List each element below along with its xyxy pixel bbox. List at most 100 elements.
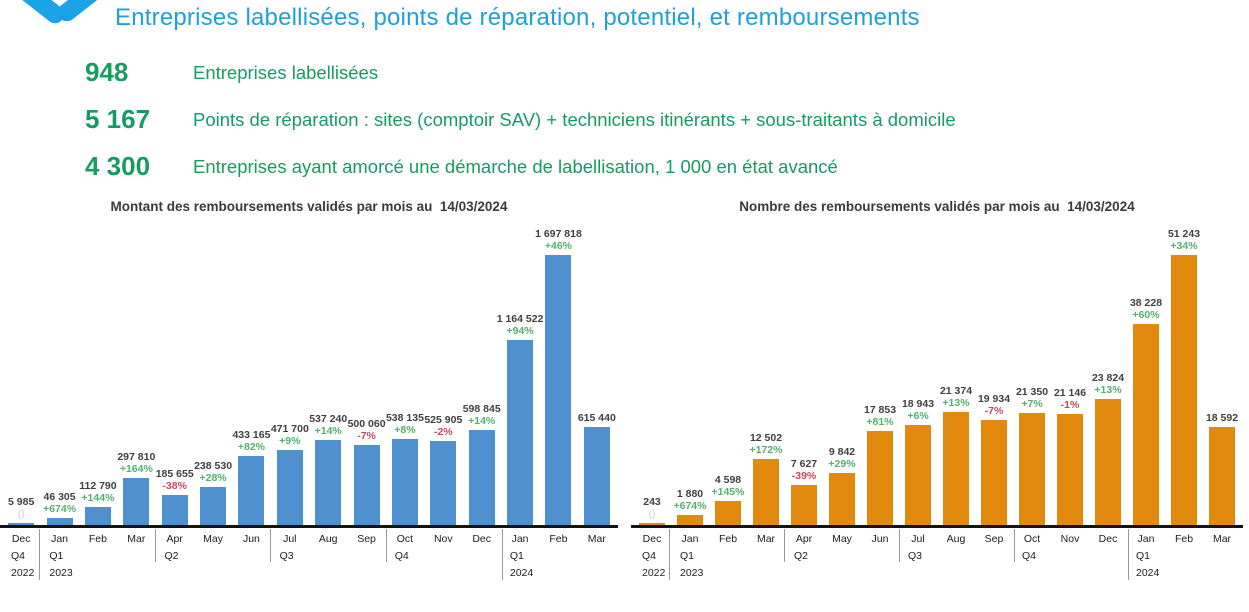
- bar-percent-label: +81%: [866, 416, 894, 428]
- bar-percent-label: -38%: [162, 480, 187, 492]
- month-tick-label: Dec: [11, 533, 31, 545]
- quarter-tick-label: Q4: [642, 550, 657, 562]
- axis-years: 2022 2023 2024: [2, 562, 616, 579]
- chart-amount-reimbursements: Montant des remboursements validés par m…: [0, 199, 618, 584]
- quarter-tick-label: [309, 545, 347, 562]
- bar-labels: 18 592: [1206, 412, 1238, 424]
- year-tick-label: [578, 562, 616, 579]
- year-tick-label: 2023: [49, 567, 73, 579]
- month-tick-label: Nov: [433, 533, 453, 545]
- bar-group: 538 135 +8%: [386, 412, 424, 525]
- axis-years: 2022 2023 2024: [633, 562, 1241, 579]
- bar: [639, 523, 665, 525]
- quarter-tick-label: [861, 545, 899, 562]
- quarter-tick-label: [232, 545, 270, 562]
- bar-group: 1 164 522 +94%: [497, 313, 543, 525]
- bar-value-label: 19 934: [977, 393, 1011, 405]
- bar-percent-label: (): [648, 508, 656, 520]
- year-tick-label: [861, 562, 899, 579]
- month-tick-label: Sep: [357, 533, 376, 545]
- month-tick-label: Feb: [549, 533, 568, 545]
- bar-percent-label: (): [17, 508, 25, 520]
- quarter-tick-label: [424, 545, 462, 562]
- kpi-row-repair-points: 5 167 Points de réparation : sites (comp…: [0, 103, 1249, 134]
- bar-value-label: 23 824: [1091, 372, 1125, 384]
- year-tick-label: 2024: [509, 567, 534, 579]
- quarter-tick-label: Q3: [908, 550, 923, 562]
- bar-labels: 238 530 +28%: [194, 460, 232, 484]
- bar-labels: 538 135 +8%: [386, 412, 424, 436]
- bar-group: 46 305 +674%: [40, 491, 78, 525]
- quarter-tick-label: Q1: [680, 550, 695, 562]
- bar-value-label: 471 700: [270, 423, 309, 435]
- bar-chart-plot: 5 985() 46 305 +674% 112 790 +144% 297 810 +16…: [0, 228, 618, 528]
- bar: [545, 255, 572, 525]
- bar-percent-label: +145%: [711, 486, 745, 498]
- quarter-tick-label: Q1: [509, 550, 524, 562]
- bar-group: 21 350 +7%: [1013, 386, 1051, 525]
- month-tick-label: Jan: [1137, 533, 1155, 545]
- bar-percent-label: +14%: [468, 415, 496, 427]
- year-tick-label: [937, 562, 975, 579]
- bar: [353, 445, 380, 525]
- bar-value-label: 537 240: [309, 413, 348, 425]
- bar: [583, 427, 610, 525]
- axis-months: Dec Jan Feb Mar Apr May Jun Jul Aug Sep Oct Nov Dec J…: [633, 528, 1241, 545]
- chart-title: Montant des remboursements validés par m…: [110, 199, 508, 214]
- quarter-tick-label: [709, 545, 747, 562]
- chart-count-reimbursements: Nombre des remboursements validés par mo…: [631, 199, 1243, 584]
- bar-group: 18 943 +6%: [899, 398, 937, 525]
- bar-group: 12 502 +172%: [747, 432, 785, 525]
- bar-percent-label: +674%: [673, 500, 707, 512]
- axis-quarters: Q4 Q1 Q2 Q3 Q4 Q1: [633, 545, 1241, 562]
- bar-labels: 46 305 +674%: [43, 491, 76, 515]
- quarter-separator: [270, 529, 272, 562]
- bar-labels: 1 697 818 +46%: [535, 228, 582, 252]
- bar-percent-label: -39%: [791, 470, 817, 482]
- kpi-label: Entreprises ayant amorcé une démarche de…: [193, 156, 838, 177]
- bar-value-label: 38 228: [1129, 297, 1163, 309]
- month-tick-label: Jul: [283, 533, 297, 545]
- bar-percent-label: +14%: [314, 425, 342, 437]
- bar-group: 18 592: [1203, 412, 1241, 525]
- bar-group: 17 853 +81%: [861, 404, 899, 525]
- bar-value-label: 1 164 522: [496, 313, 544, 325]
- bar-percent-label: +46%: [544, 240, 573, 252]
- bar-group: 537 240 +14%: [309, 413, 347, 525]
- bar-labels: 9 842 +29%: [828, 446, 855, 470]
- kpi-row-labelled-companies: 948 Entreprises labellisées: [0, 57, 1249, 87]
- bar-labels: 112 790 +144%: [79, 480, 116, 504]
- kpi-row-potential: 4 300 Entreprises ayant amorcé une démar…: [0, 151, 1249, 181]
- bar-percent-label: +6%: [907, 410, 929, 422]
- bar-value-label: 51 243: [1167, 228, 1201, 240]
- bar-value-label: 18 943: [901, 398, 935, 410]
- quarter-separator: [1128, 529, 1130, 580]
- bar-labels: 5 985(): [8, 496, 34, 520]
- bar-percent-label: +7%: [1021, 398, 1043, 410]
- quarter-tick-label: [463, 545, 501, 562]
- bar-labels: 598 845 +14%: [463, 403, 501, 427]
- month-tick-label: Apr: [795, 533, 813, 545]
- year-tick-label: [386, 562, 424, 579]
- bar-labels: 500 060 -7%: [348, 418, 386, 442]
- bar: [8, 523, 35, 525]
- month-tick-label: Aug: [318, 533, 338, 545]
- bar: [753, 459, 779, 525]
- bar: [943, 412, 969, 525]
- kpi-value: 5 167: [85, 103, 151, 134]
- bar-group: 433 165 +82%: [232, 429, 270, 525]
- bar-group: 297 810 +164%: [117, 451, 155, 525]
- bar-labels: 471 700 +9%: [271, 423, 309, 447]
- bar-value-label: 21 374: [939, 385, 973, 397]
- bar-labels: 18 943 +6%: [902, 398, 934, 422]
- quarter-tick-label: Q3: [279, 550, 294, 562]
- bar-percent-label: -2%: [433, 426, 453, 438]
- bar-group: 4 598 +145%: [709, 474, 747, 525]
- bar-labels: 433 165 +82%: [232, 429, 270, 453]
- quarter-tick-label: [1051, 545, 1089, 562]
- bar-group: 243(): [633, 496, 671, 525]
- bar-group: 23 824 +13%: [1089, 372, 1127, 525]
- month-tick-label: Dec: [1098, 533, 1118, 545]
- bar: [276, 450, 303, 525]
- bar-value-label: 4 598: [714, 474, 742, 486]
